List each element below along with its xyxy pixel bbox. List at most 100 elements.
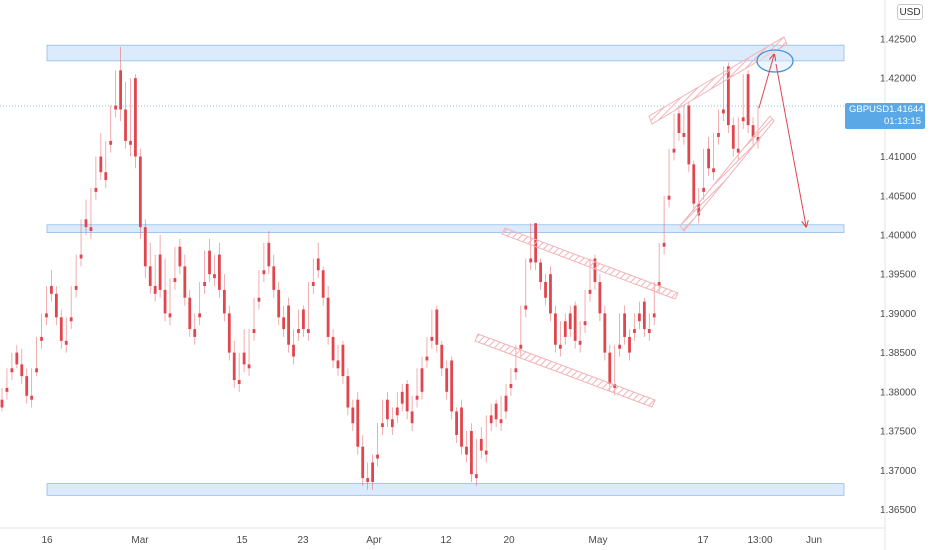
falling-channel-lower	[474, 333, 656, 408]
candle	[371, 454, 374, 490]
candle	[25, 368, 29, 404]
x-tick-label: 13:00	[747, 535, 772, 546]
candle	[198, 282, 202, 326]
candle	[277, 282, 281, 326]
candle	[494, 399, 498, 428]
candle	[247, 329, 251, 377]
candle	[672, 113, 676, 161]
y-tick-label: 1.38500	[880, 348, 917, 359]
candle	[297, 309, 300, 341]
y-tick-label: 1.39000	[880, 309, 917, 320]
x-tick-label: Mar	[131, 535, 149, 546]
y-tick-label: 1.37500	[880, 427, 917, 438]
y-tick-label: 1.39500	[880, 270, 917, 281]
candle	[410, 395, 414, 432]
candle	[425, 336, 429, 369]
candle	[163, 258, 167, 322]
candle	[717, 109, 720, 145]
x-tick-label: May	[589, 535, 608, 546]
candle	[59, 309, 63, 349]
candle	[262, 242, 266, 283]
mid-zone	[46, 224, 845, 234]
y-tick-label: 1.42000	[880, 74, 917, 85]
candle	[242, 329, 246, 373]
candle	[400, 383, 404, 412]
rising-wedge-lower	[679, 115, 775, 232]
candle	[479, 427, 483, 459]
candle	[208, 238, 211, 283]
candle	[10, 352, 14, 381]
candle	[306, 282, 310, 341]
candle	[331, 329, 335, 369]
candle	[692, 160, 696, 212]
candle	[213, 254, 216, 286]
candle	[84, 199, 88, 235]
candle	[405, 380, 409, 420]
candle	[687, 101, 691, 173]
candle	[524, 258, 528, 318]
candle	[30, 368, 34, 408]
candle	[558, 321, 562, 357]
candle	[415, 368, 419, 408]
y-tick-label: 1.40000	[880, 230, 917, 241]
candle	[282, 305, 286, 337]
candle	[395, 391, 399, 424]
candle	[484, 415, 488, 463]
candle	[633, 313, 636, 341]
candle	[203, 250, 206, 294]
candle	[736, 117, 740, 161]
support-zone	[46, 483, 845, 496]
candle	[529, 223, 533, 271]
candle	[623, 305, 626, 345]
candle	[568, 305, 572, 337]
candle	[489, 403, 493, 432]
candle	[470, 423, 473, 483]
candle	[114, 70, 118, 118]
candle	[173, 246, 177, 290]
projection-arrow-down	[775, 63, 806, 226]
current-price-badge: GBPUSD 1.41644 01:13:15	[845, 103, 925, 129]
candle	[20, 348, 24, 384]
candle	[227, 305, 231, 361]
falling-channel-upper	[501, 227, 679, 300]
candle	[702, 148, 706, 200]
candle	[549, 266, 552, 322]
candle	[435, 305, 439, 353]
candle	[45, 285, 48, 326]
candle	[252, 297, 256, 341]
candle	[465, 431, 468, 463]
candle	[662, 195, 666, 255]
y-tick-label: 1.40500	[880, 191, 917, 202]
candle	[420, 356, 424, 400]
candle	[336, 344, 340, 377]
drawings-layer	[474, 36, 806, 408]
y-tick-label: 1.38000	[880, 387, 917, 398]
candle	[351, 399, 355, 432]
candle	[79, 219, 83, 267]
x-tick-label: Jun	[806, 535, 822, 546]
candle	[40, 313, 43, 349]
candle	[237, 352, 241, 392]
candles-layer	[0, 46, 760, 490]
y-tick-label: 1.41000	[880, 152, 917, 163]
candle	[5, 368, 9, 400]
candle	[455, 407, 458, 443]
candle	[554, 305, 557, 353]
x-tick-label: 12	[440, 535, 452, 546]
candle	[287, 297, 290, 353]
x-tick-label: 17	[697, 535, 709, 546]
candle	[292, 329, 295, 365]
currency-button[interactable]: USD	[897, 4, 923, 20]
symbol-label: GBPUSD	[849, 104, 890, 115]
x-tick-label: 15	[236, 535, 248, 546]
candle	[50, 270, 53, 302]
rising-wedge-upper	[648, 36, 788, 125]
resistance-zone	[46, 44, 845, 62]
candle	[346, 368, 350, 416]
price-label: 1.41644	[889, 104, 924, 115]
candle	[356, 391, 360, 455]
candle	[445, 360, 449, 400]
candle	[504, 383, 508, 420]
